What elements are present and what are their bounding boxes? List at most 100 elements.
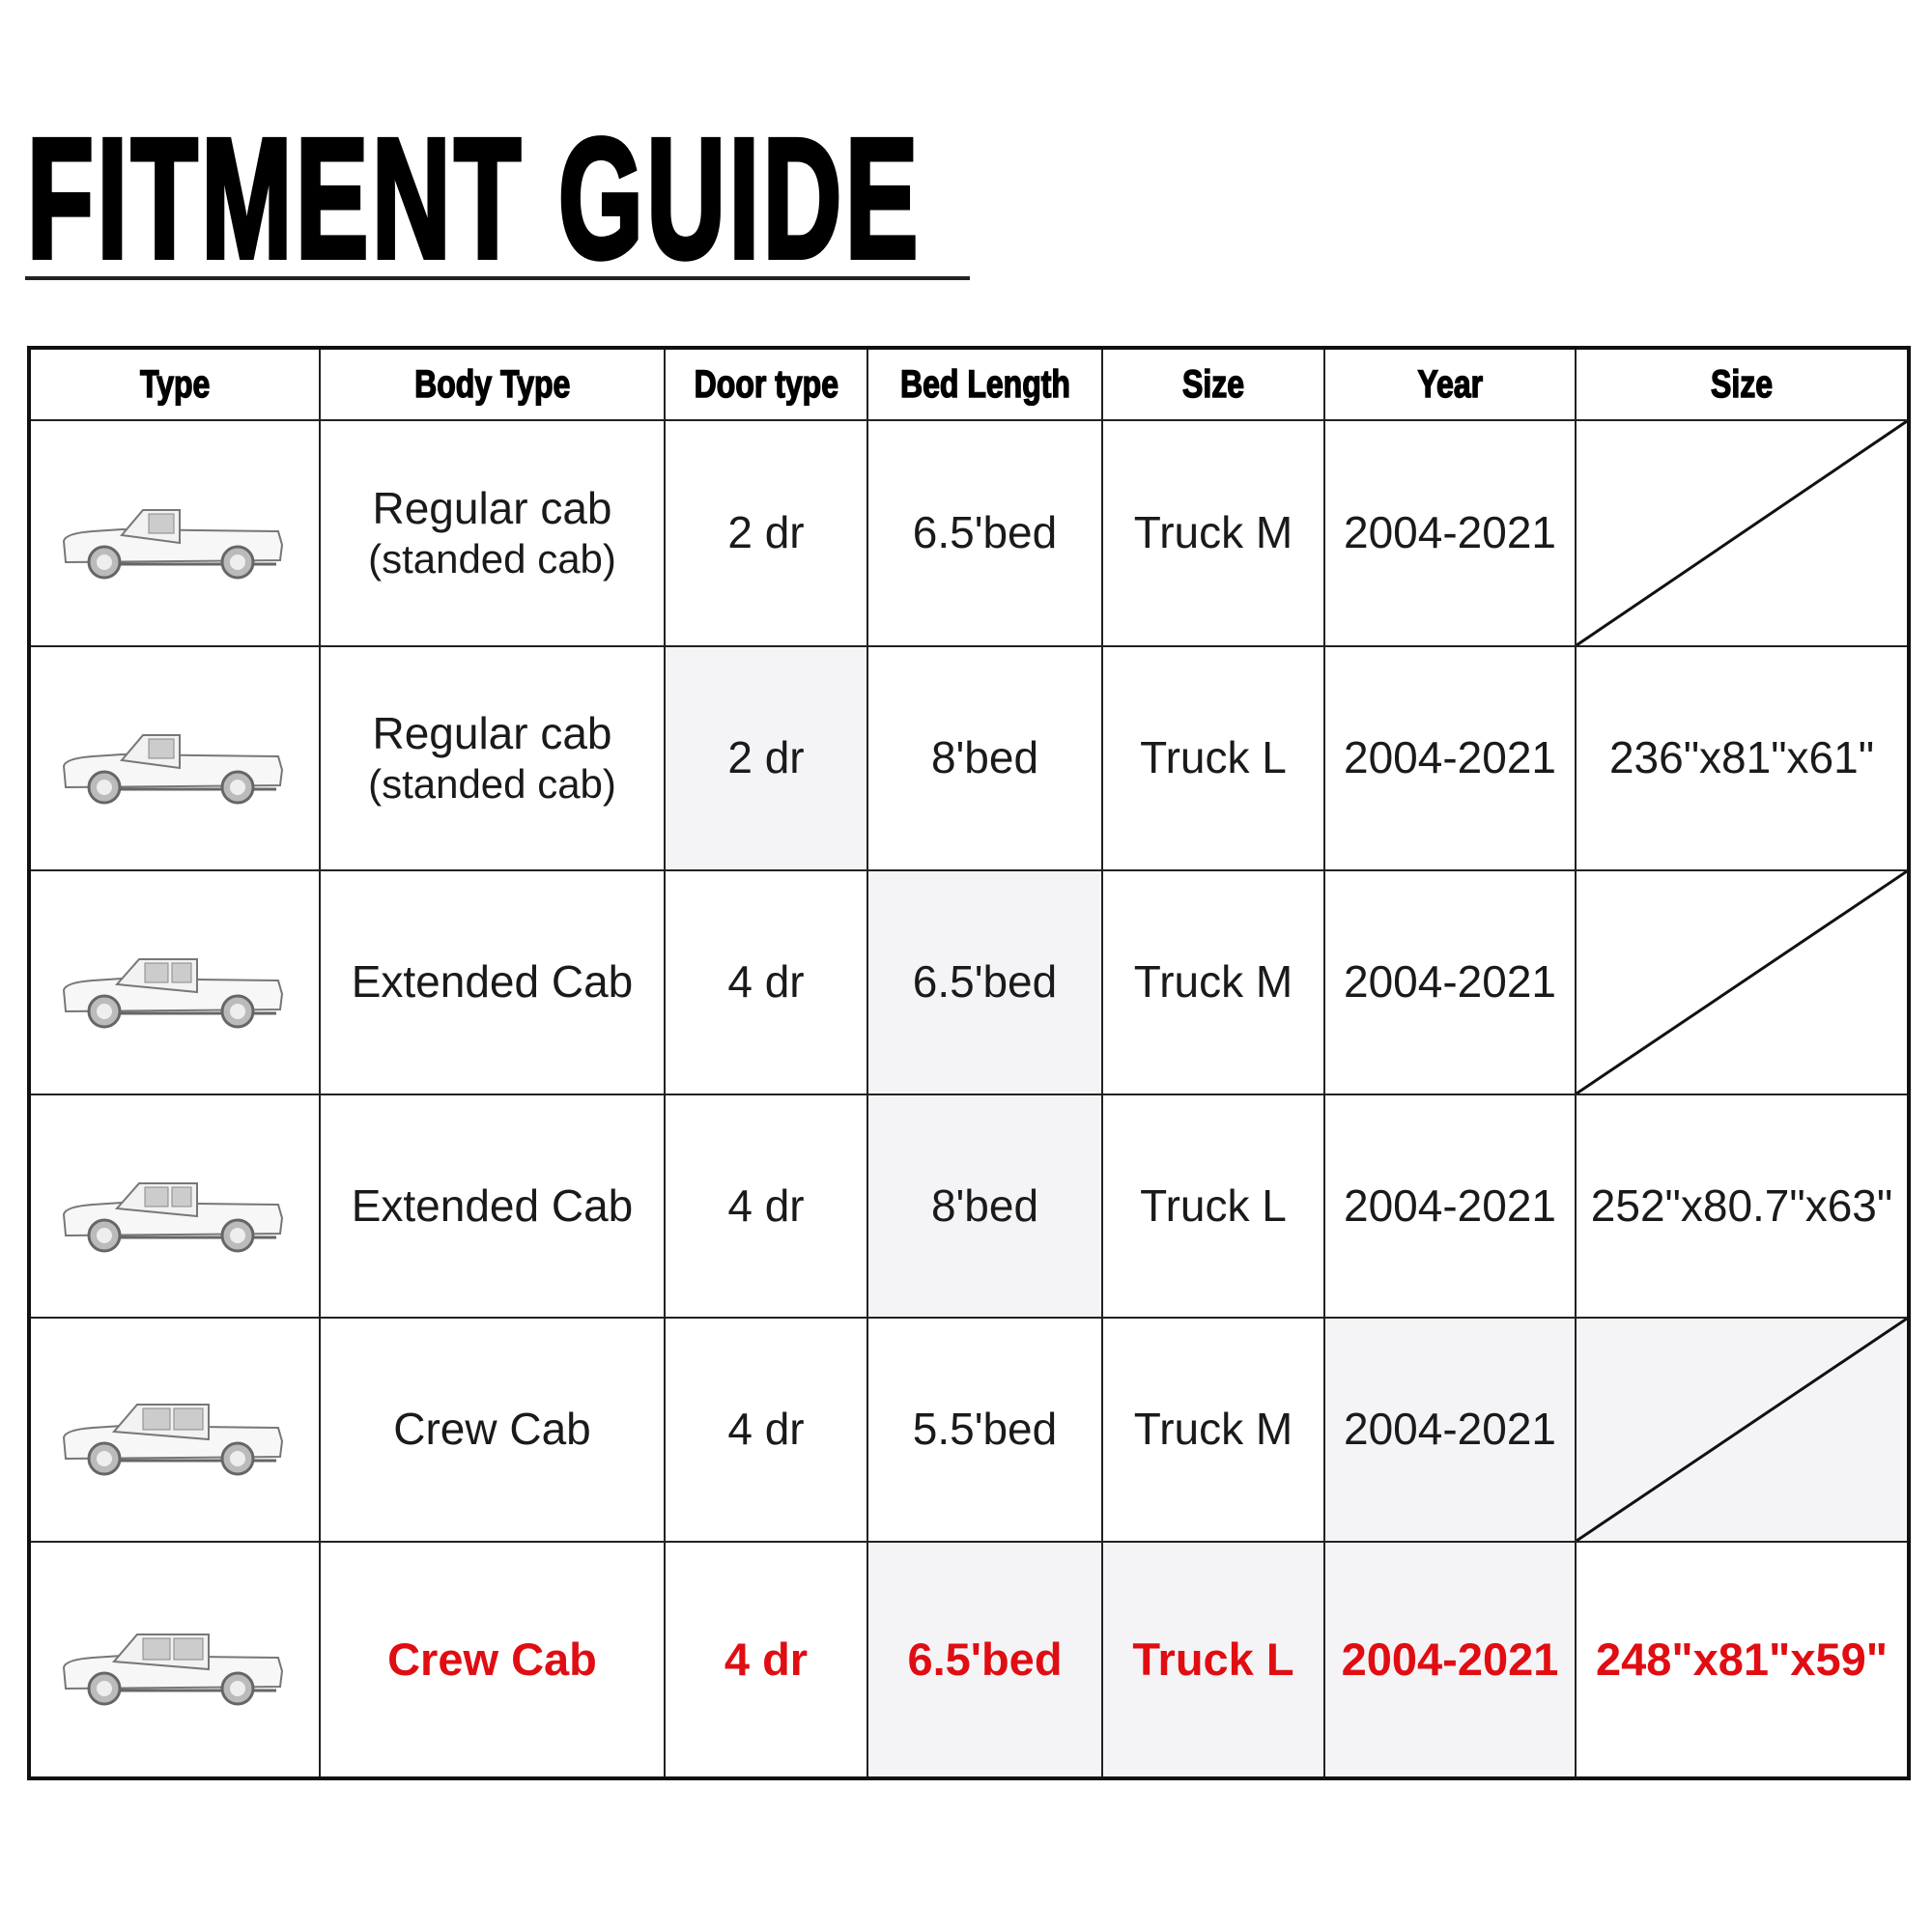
not-applicable-diagonal: [1577, 871, 1907, 1094]
bed-length-value: 6.5'bed: [907, 1633, 1063, 1685]
cell-bed-length: 8'bed: [868, 647, 1103, 871]
header-door-type: Door type: [666, 350, 868, 421]
body-type: Crew Cab: [393, 1404, 591, 1455]
year-value: 2004-2021: [1344, 732, 1556, 783]
body-type-text: Extended Cab: [352, 955, 634, 1009]
cell-body-type: Regular cab (standed cab): [321, 421, 666, 647]
body-type-note: (standed cab): [368, 761, 616, 808]
body-type-text: Crew Cab: [393, 1403, 591, 1456]
cell-type: [31, 421, 321, 647]
cell-dimensions: 236"x81"x61": [1577, 647, 1907, 871]
size-value: Truck L: [1132, 1633, 1294, 1685]
door-type-value: 4 dr: [724, 1633, 809, 1685]
body-type-text: Regular cab (standed cab): [368, 707, 616, 810]
cell-type: [31, 647, 321, 871]
regular-cab-pickup-icon: [62, 734, 284, 805]
cell-size: Truck L: [1103, 647, 1325, 871]
cell-size: Truck L: [1103, 1543, 1325, 1776]
fitment-table: Type Body Type Door type Bed Length Size Year…: [27, 346, 1911, 1780]
size-value: Truck M: [1133, 1404, 1293, 1455]
header-dimensions: Size: [1577, 350, 1907, 421]
cell-dimensions: [1577, 1319, 1907, 1543]
cell-year: 2004-2021: [1325, 871, 1577, 1095]
cell-type: [31, 1543, 321, 1776]
cell-dimensions: 248"x81"x59": [1577, 1543, 1907, 1776]
header-size: Size: [1103, 350, 1325, 421]
dimensions-value: 252"x80.7"x63": [1590, 1179, 1893, 1231]
cell-size: Truck M: [1103, 421, 1325, 647]
cell-door-type: 4 dr: [666, 1319, 868, 1543]
header-label: Door type: [694, 362, 839, 407]
header-year: Year: [1325, 350, 1577, 421]
cell-door-type: 4 dr: [666, 1543, 868, 1776]
cell-dimensions: 252"x80.7"x63": [1577, 1095, 1907, 1319]
year-value: 2004-2021: [1344, 1404, 1556, 1455]
size-value: Truck M: [1133, 507, 1293, 558]
cell-year: 2004-2021: [1325, 1543, 1577, 1776]
cell-bed-length: 5.5'bed: [868, 1319, 1103, 1543]
cell-bed-length: 6.5'bed: [868, 1543, 1103, 1776]
cell-door-type: 2 dr: [666, 647, 868, 871]
body-type: Regular cab: [372, 708, 612, 759]
cell-body-type: Crew Cab: [321, 1319, 666, 1543]
body-type-text: Regular cab (standed cab): [368, 482, 616, 584]
body-type: Regular cab: [372, 483, 612, 534]
dimensions-value: 236"x81"x61": [1608, 732, 1875, 783]
header-label: Size: [1710, 362, 1774, 407]
cell-body-type: Regular cab (standed cab): [321, 647, 666, 871]
header-label: Size: [1181, 362, 1245, 407]
bed-length-value: 5.5'bed: [912, 1404, 1058, 1455]
bed-length-value: 8'bed: [930, 1179, 1039, 1231]
cell-year: 2004-2021: [1325, 421, 1577, 647]
header-bed-length: Bed Length: [868, 350, 1103, 421]
year-value: 2004-2021: [1344, 1179, 1556, 1231]
year-value: 2004-2021: [1344, 507, 1556, 558]
bed-length-value: 8'bed: [930, 732, 1039, 783]
year-value: 2004-2021: [1341, 1633, 1559, 1685]
cell-type: [31, 871, 321, 1095]
header-label: Body Type: [413, 362, 571, 407]
cell-size: Truck M: [1103, 871, 1325, 1095]
cell-size: Truck L: [1103, 1095, 1325, 1319]
cell-type: [31, 1319, 321, 1543]
body-type-text: Extended Cab: [352, 1179, 634, 1233]
cell-dimensions: [1577, 871, 1907, 1095]
body-type: Extended Cab: [351, 956, 634, 1008]
cell-door-type: 4 dr: [666, 1095, 868, 1319]
door-type-value: 4 dr: [727, 956, 805, 1008]
title-text: FITMENT GUIDE: [25, 104, 922, 294]
header-label: Type: [139, 362, 211, 407]
cell-bed-length: 6.5'bed: [868, 871, 1103, 1095]
cell-body-type: Extended Cab: [321, 871, 666, 1095]
door-type-value: 2 dr: [727, 732, 805, 783]
bed-length-value: 6.5'bed: [912, 507, 1058, 558]
cell-door-type: 4 dr: [666, 871, 868, 1095]
regular-cab-pickup-icon: [62, 509, 284, 580]
header-label: Year: [1417, 362, 1484, 407]
title-underline: [25, 276, 970, 280]
cell-size: Truck M: [1103, 1319, 1325, 1543]
cell-bed-length: 6.5'bed: [868, 421, 1103, 647]
header-type: Type: [31, 350, 321, 421]
cell-year: 2004-2021: [1325, 647, 1577, 871]
cell-body-type: Extended Cab: [321, 1095, 666, 1319]
body-type: Extended Cab: [351, 1179, 634, 1231]
cell-dimensions: [1577, 421, 1907, 647]
extended-cab-pickup-icon: [62, 958, 284, 1029]
crew-cab-pickup-icon: [62, 1404, 284, 1476]
header-label: Bed Length: [899, 362, 1070, 407]
extended-cab-pickup-icon: [62, 1181, 284, 1252]
door-type-value: 4 dr: [727, 1404, 805, 1455]
page-title: FITMENT GUIDE: [25, 111, 1425, 287]
size-value: Truck L: [1140, 1179, 1287, 1231]
cell-body-type: Crew Cab: [321, 1543, 666, 1776]
door-type-value: 4 dr: [727, 1179, 805, 1231]
body-type: Crew Cab: [387, 1633, 597, 1685]
door-type-value: 2 dr: [727, 507, 805, 558]
cell-year: 2004-2021: [1325, 1319, 1577, 1543]
body-type-note: (standed cab): [368, 536, 616, 582]
size-value: Truck L: [1140, 732, 1287, 783]
header-body-type: Body Type: [321, 350, 666, 421]
body-type-text: Crew Cab: [387, 1633, 597, 1687]
cell-type: [31, 1095, 321, 1319]
